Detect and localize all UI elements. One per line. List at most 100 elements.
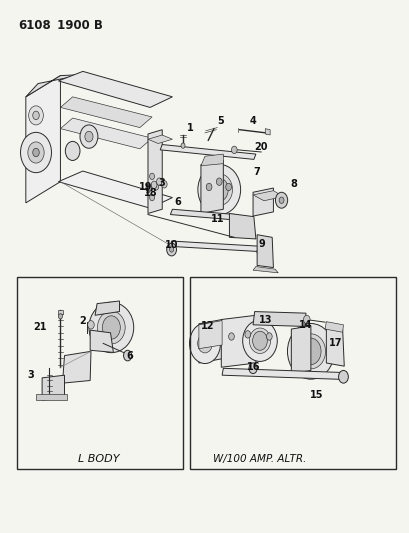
Polygon shape [198, 319, 222, 363]
Circle shape [303, 316, 309, 324]
Circle shape [279, 197, 283, 204]
Circle shape [275, 192, 287, 208]
Text: 8: 8 [290, 179, 297, 189]
Text: 3: 3 [27, 370, 34, 380]
Polygon shape [58, 71, 172, 108]
Text: 16: 16 [247, 362, 260, 372]
Circle shape [33, 111, 39, 119]
Text: 10: 10 [164, 240, 178, 251]
Polygon shape [222, 368, 344, 379]
Circle shape [169, 247, 173, 252]
Polygon shape [221, 316, 255, 367]
Text: 19: 19 [139, 182, 152, 192]
Text: 9: 9 [258, 239, 265, 249]
Circle shape [88, 320, 94, 329]
Text: 18: 18 [144, 188, 158, 198]
Circle shape [85, 131, 93, 142]
Circle shape [231, 146, 236, 154]
Polygon shape [170, 241, 261, 252]
Circle shape [189, 323, 220, 364]
Text: 6108: 6108 [18, 19, 51, 33]
Text: 15: 15 [310, 390, 323, 400]
Text: 20: 20 [254, 142, 267, 152]
Polygon shape [57, 310, 63, 314]
Circle shape [20, 132, 52, 173]
Text: 6: 6 [173, 197, 180, 207]
Circle shape [146, 184, 151, 192]
Polygon shape [95, 301, 119, 316]
Circle shape [80, 125, 98, 148]
Polygon shape [26, 75, 83, 97]
Polygon shape [324, 321, 343, 332]
Circle shape [225, 183, 231, 191]
Circle shape [216, 178, 222, 185]
Text: 12: 12 [200, 321, 213, 331]
Text: 13: 13 [258, 314, 271, 325]
Circle shape [266, 333, 272, 340]
Polygon shape [252, 266, 278, 273]
Circle shape [252, 331, 267, 350]
Circle shape [151, 181, 157, 189]
Ellipse shape [295, 334, 325, 369]
Circle shape [166, 243, 176, 256]
Text: 4: 4 [249, 116, 256, 126]
Polygon shape [326, 326, 344, 366]
Circle shape [206, 183, 211, 191]
Text: 7: 7 [253, 167, 260, 177]
Circle shape [256, 245, 266, 258]
Ellipse shape [249, 328, 270, 353]
Circle shape [65, 141, 80, 160]
Text: 21: 21 [33, 322, 47, 333]
Ellipse shape [287, 324, 333, 379]
Circle shape [210, 178, 228, 201]
Text: W/100 AMP. ALTR.: W/100 AMP. ALTR. [213, 454, 306, 464]
Polygon shape [170, 209, 235, 220]
Text: 3: 3 [158, 177, 165, 188]
Polygon shape [90, 330, 113, 352]
Text: 1900 B: 1900 B [53, 19, 103, 33]
Text: 5: 5 [217, 116, 223, 126]
Ellipse shape [89, 302, 133, 353]
Circle shape [149, 195, 154, 201]
Polygon shape [60, 118, 152, 149]
Polygon shape [42, 375, 64, 400]
Circle shape [244, 330, 250, 338]
Text: L BODY: L BODY [78, 454, 119, 464]
Polygon shape [229, 214, 255, 239]
Circle shape [197, 334, 212, 353]
Polygon shape [252, 191, 283, 201]
Polygon shape [200, 160, 223, 214]
Circle shape [156, 178, 162, 185]
Circle shape [161, 181, 167, 188]
Ellipse shape [205, 174, 232, 206]
Text: 14: 14 [299, 320, 312, 330]
Text: 2: 2 [79, 316, 86, 326]
Circle shape [248, 363, 256, 374]
Ellipse shape [198, 165, 240, 215]
Polygon shape [60, 97, 152, 127]
Polygon shape [148, 135, 172, 143]
Circle shape [33, 148, 39, 157]
Circle shape [180, 143, 184, 148]
Circle shape [300, 338, 320, 365]
Polygon shape [58, 171, 172, 208]
Text: 11: 11 [211, 214, 224, 224]
Polygon shape [198, 320, 222, 349]
Circle shape [28, 142, 44, 163]
Circle shape [202, 340, 207, 347]
Circle shape [102, 316, 120, 339]
Polygon shape [160, 144, 255, 159]
Polygon shape [200, 154, 223, 166]
Polygon shape [148, 130, 162, 214]
Polygon shape [256, 235, 273, 268]
Polygon shape [252, 188, 273, 216]
Circle shape [149, 173, 154, 180]
Circle shape [29, 106, 43, 125]
Polygon shape [36, 394, 66, 400]
Polygon shape [252, 312, 305, 326]
Polygon shape [265, 128, 270, 135]
Polygon shape [26, 76, 60, 203]
Ellipse shape [97, 311, 125, 344]
Text: 1: 1 [187, 123, 193, 133]
Circle shape [153, 184, 158, 190]
